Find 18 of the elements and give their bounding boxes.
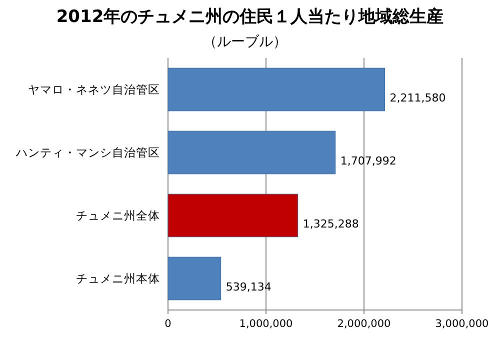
bar (168, 68, 385, 112)
x-tick-label: 2,000,000 (337, 318, 391, 330)
y-tick-label: チュメニ州本体 (76, 272, 160, 286)
y-tick-label: ハンティ・マンシ自治管区 (15, 146, 160, 160)
y-tick-label: チュメニ州全体 (76, 208, 160, 222)
data-label: 539,134 (226, 280, 272, 294)
x-tick-label: 0 (164, 318, 172, 330)
x-tick-label: 1,000,000 (239, 318, 293, 330)
data-label: 2,211,580 (390, 92, 446, 104)
data-label: 1,325,288 (302, 218, 359, 230)
bar (168, 130, 336, 174)
chart-title: 2012年のチュメニ州の住民１人当たり地域総生産 (56, 7, 444, 27)
bar (168, 256, 222, 300)
chart-subtitle: （ルーブル） (203, 34, 287, 50)
x-tick-label: 3,000,000 (435, 318, 489, 330)
y-tick-label: ヤマロ・ネネツ自治管区 (28, 82, 160, 96)
bar (168, 194, 298, 238)
data-label: 1,707,992 (340, 154, 396, 168)
